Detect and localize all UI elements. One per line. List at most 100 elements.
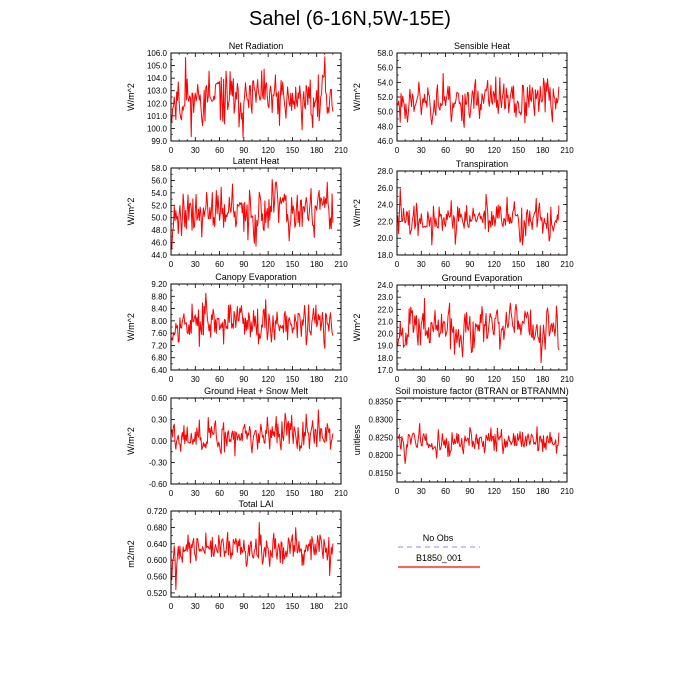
y-tick-label: 58.0: [377, 49, 393, 58]
y-tick-label: 0.8300: [369, 415, 394, 424]
x-tick-label: 180: [536, 487, 550, 496]
x-tick-label: 30: [191, 146, 200, 155]
x-tick-label: 90: [465, 260, 474, 269]
y-tick-label: 6.80: [151, 354, 167, 363]
x-tick-label: 60: [441, 146, 450, 155]
x-tick-label: 210: [334, 375, 348, 384]
x-tick-label: 120: [261, 260, 275, 269]
x-tick-label: 60: [215, 146, 224, 155]
x-tick-label: 210: [560, 487, 574, 496]
x-tick-label: 150: [286, 260, 300, 269]
y-tick-label: 19.0: [377, 342, 393, 351]
y-axis-label: W/m^2: [126, 313, 136, 341]
y-tick-label: 56.0: [377, 64, 393, 73]
plot-frame: [170, 397, 342, 485]
x-tick-label: 90: [465, 375, 474, 384]
y-tick-label: 24.0: [377, 281, 393, 290]
chart-panel: Ground Heat + Snow Melt W/m^2 0 30 60 90 120 15…: [126, 386, 348, 498]
y-tick-label: 50.0: [151, 214, 167, 223]
y-tick-label: 8.00: [151, 317, 167, 326]
x-tick-label: 180: [536, 146, 550, 155]
y-tick-label: 103.0: [147, 87, 168, 96]
series-line: [171, 56, 334, 138]
y-tick-label: 8.40: [151, 305, 167, 314]
series-line: [171, 522, 334, 591]
y-axis-label: W/m^2: [126, 83, 136, 111]
y-tick-label: -0.60: [149, 480, 168, 489]
y-tick-label: 54.0: [151, 189, 167, 198]
chart-title: Soil moisture factor (BTRAN or BTRANMN): [395, 386, 569, 396]
x-tick-label: 90: [239, 602, 248, 611]
page-title: Sahel (6-16N,5W-15E): [249, 8, 451, 30]
series-line: [397, 422, 560, 464]
y-tick-label: 0.8350: [369, 398, 394, 407]
x-tick-label: 120: [261, 146, 275, 155]
x-tick-label: 60: [215, 602, 224, 611]
series-line: [397, 297, 560, 364]
y-tick-label: 48.0: [151, 226, 167, 235]
x-tick-label: 180: [310, 146, 324, 155]
y-tick-label: 0.8250: [369, 433, 394, 442]
series-line: [171, 292, 334, 349]
y-tick-label: 0.8150: [369, 469, 394, 478]
chart-panel: Ground Evaporation W/m^2 0 30 60 90 120 150 180 2…: [352, 273, 574, 384]
plot-frame: [396, 52, 568, 142]
x-tick-label: 180: [310, 489, 324, 498]
y-tick-label: 0.00: [151, 437, 167, 446]
y-tick-label: 0.640: [147, 540, 168, 549]
x-tick-label: 60: [215, 489, 224, 498]
x-tick-label: 0: [169, 260, 174, 269]
chart-title: Canopy Evaporation: [215, 272, 297, 282]
y-tick-label: 52.0: [377, 93, 393, 102]
y-tick-label: 0.600: [147, 556, 168, 565]
y-tick-label: 7.20: [151, 341, 167, 350]
x-tick-label: 0: [395, 375, 400, 384]
x-tick-label: 150: [286, 489, 300, 498]
x-tick-label: 180: [536, 375, 550, 384]
y-tick-label: 0.30: [151, 416, 167, 425]
x-tick-label: 120: [261, 375, 275, 384]
y-tick-label: 48.0: [377, 122, 393, 131]
y-tick-label: 21.0: [377, 317, 393, 326]
x-tick-label: 150: [512, 260, 526, 269]
x-tick-label: 210: [334, 260, 348, 269]
chart-title: Total LAI: [238, 499, 273, 509]
x-tick-label: 30: [191, 602, 200, 611]
y-tick-label: 22.0: [377, 217, 393, 226]
x-tick-label: 150: [512, 375, 526, 384]
y-axis-label: W/m^2: [352, 199, 362, 227]
y-tick-label: 101.0: [147, 112, 168, 121]
x-tick-label: 180: [536, 260, 550, 269]
y-tick-label: 56.0: [151, 176, 167, 185]
x-tick-label: 210: [334, 489, 348, 498]
plot-frame: [170, 167, 342, 256]
y-tick-label: 22.0: [377, 305, 393, 314]
y-axis-label: unitless: [352, 424, 362, 455]
chart-panel: Canopy Evaporation W/m^2 0 30 60 90 120 150 180 2…: [126, 272, 348, 384]
x-tick-label: 0: [395, 260, 400, 269]
plot-frame: [396, 397, 568, 483]
x-tick-label: 0: [395, 487, 400, 496]
x-tick-label: 210: [334, 602, 348, 611]
x-tick-label: 30: [191, 489, 200, 498]
chart-title: Ground Evaporation: [442, 273, 523, 283]
y-tick-label: 9.20: [151, 280, 167, 289]
series-line: [171, 409, 334, 457]
x-tick-label: 30: [191, 260, 200, 269]
y-axis-label: W/m^2: [352, 314, 362, 342]
x-tick-label: 0: [169, 602, 174, 611]
y-tick-label: 0.560: [147, 573, 168, 582]
y-tick-label: 8.80: [151, 292, 167, 301]
x-tick-label: 90: [239, 146, 248, 155]
y-tick-label: 100.0: [147, 124, 168, 133]
y-tick-label: 50.0: [377, 108, 393, 117]
y-tick-label: 58.0: [151, 164, 167, 173]
chart-title: Ground Heat + Snow Melt: [204, 386, 308, 396]
chart-panel: Total LAI m2/m2 0 30 60 90 120 150 180 210 0.520 0.…: [126, 499, 348, 611]
series-line: [397, 72, 560, 128]
x-tick-label: 150: [286, 146, 300, 155]
x-tick-label: 150: [512, 146, 526, 155]
x-tick-label: 120: [487, 146, 501, 155]
x-tick-label: 120: [261, 489, 275, 498]
